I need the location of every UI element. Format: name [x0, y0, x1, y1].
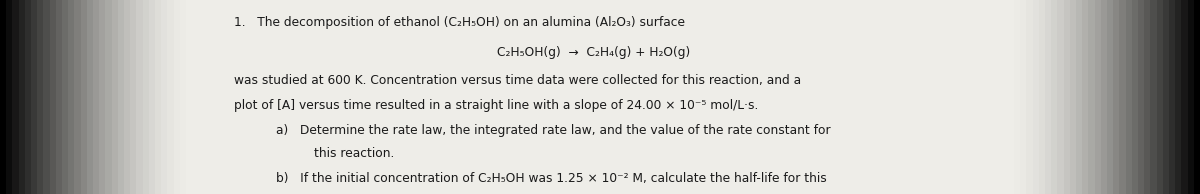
Bar [155, 0, 161, 194]
Bar [12, 0, 19, 194]
Bar [1063, 0, 1070, 194]
Bar [174, 0, 180, 194]
Bar [55, 0, 62, 194]
Bar [1151, 0, 1157, 194]
Bar [161, 0, 168, 194]
Bar [1045, 0, 1051, 194]
Bar [1082, 0, 1088, 194]
Bar [1114, 0, 1120, 194]
Bar [49, 0, 56, 194]
Bar [19, 0, 25, 194]
Bar [1076, 0, 1082, 194]
Bar [1175, 0, 1182, 194]
Bar [168, 0, 174, 194]
Bar [1163, 0, 1169, 194]
Bar [1145, 0, 1151, 194]
Text: C₂H₅OH(g)  →  C₂H₄(g) + H₂O(g): C₂H₅OH(g) → C₂H₄(g) + H₂O(g) [497, 46, 691, 59]
Bar [1032, 0, 1039, 194]
Bar [106, 0, 112, 194]
Bar [1120, 0, 1126, 194]
Bar [130, 0, 137, 194]
Bar [1088, 0, 1094, 194]
Bar [31, 0, 37, 194]
Text: b)   If the initial concentration of C₂H₅OH was 1.25 × 10⁻² M, calculate the hal: b) If the initial concentration of C₂H₅O… [276, 172, 827, 185]
Bar [1138, 0, 1145, 194]
Text: 1.   The decomposition of ethanol (C₂H₅OH) on an alumina (Al₂O₃) surface: 1. The decomposition of ethanol (C₂H₅OH)… [234, 16, 685, 29]
Bar [180, 0, 186, 194]
Text: was studied at 600 K. Concentration versus time data were collected for this rea: was studied at 600 K. Concentration vers… [234, 74, 802, 87]
Bar [86, 0, 94, 194]
Bar [1039, 0, 1045, 194]
Bar [137, 0, 143, 194]
Bar [6, 0, 12, 194]
Bar [112, 0, 118, 194]
Text: this reaction.: this reaction. [314, 147, 395, 160]
Bar [37, 0, 43, 194]
Bar [1100, 0, 1108, 194]
Bar [1051, 0, 1057, 194]
Bar [68, 0, 74, 194]
Bar [1194, 0, 1200, 194]
Bar [143, 0, 149, 194]
Bar [1126, 0, 1132, 194]
Bar [0, 0, 6, 194]
Bar [100, 0, 106, 194]
Bar [1094, 0, 1100, 194]
Bar [1070, 0, 1076, 194]
Bar [1157, 0, 1163, 194]
Bar [25, 0, 31, 194]
Bar [1020, 0, 1026, 194]
Bar [74, 0, 80, 194]
Bar [1014, 0, 1020, 194]
Bar [43, 0, 49, 194]
Bar [124, 0, 130, 194]
Text: a)   Determine the rate law, the integrated rate law, and the value of the rate : a) Determine the rate law, the integrate… [276, 124, 830, 137]
Bar [1188, 0, 1194, 194]
Bar [1108, 0, 1114, 194]
Bar [1181, 0, 1188, 194]
Bar [1132, 0, 1138, 194]
Bar [1026, 0, 1032, 194]
Bar [94, 0, 100, 194]
Bar [1169, 0, 1175, 194]
Bar [149, 0, 155, 194]
Bar [62, 0, 68, 194]
Bar [1057, 0, 1063, 194]
Bar [80, 0, 86, 194]
Text: plot of [A] versus time resulted in a straight line with a slope of 24.00 × 10⁻⁵: plot of [A] versus time resulted in a st… [234, 99, 758, 112]
Bar [118, 0, 124, 194]
